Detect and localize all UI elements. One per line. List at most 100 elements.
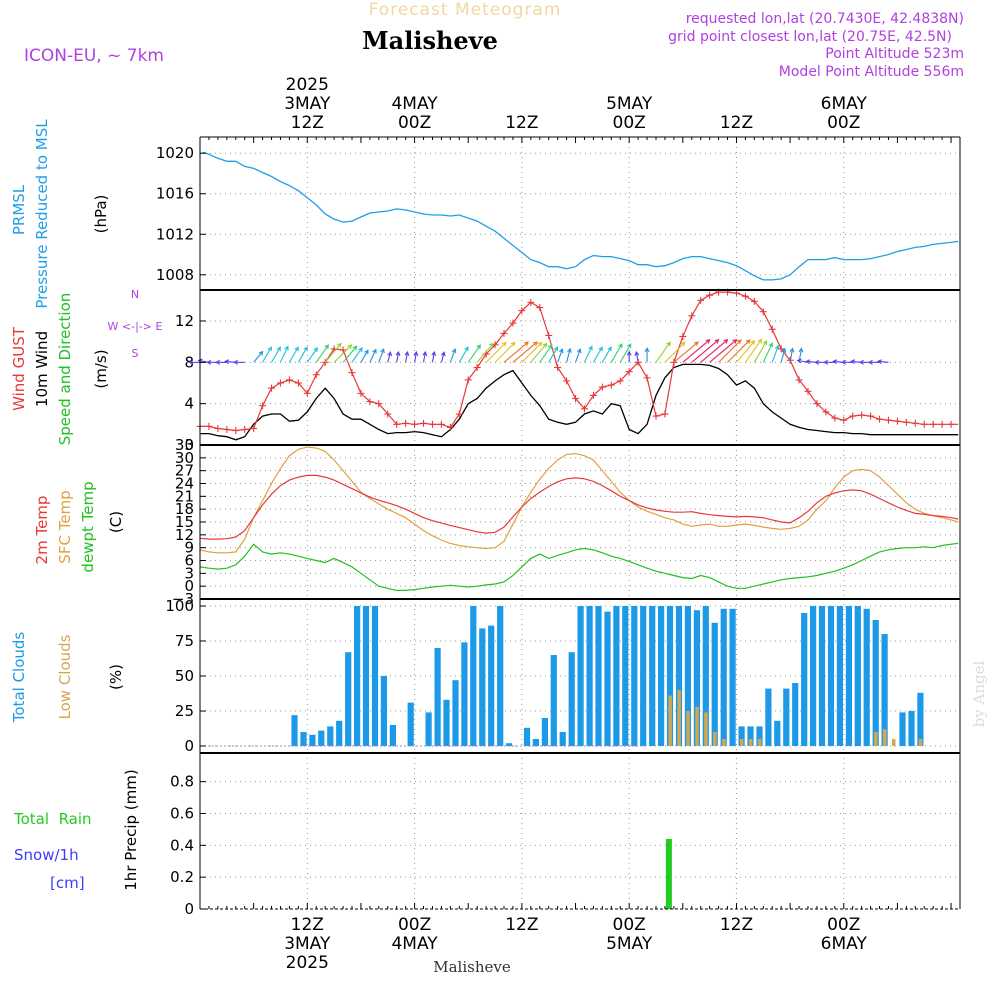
total-cloud-bar	[783, 688, 790, 746]
y-tick-label: 100	[165, 597, 194, 615]
wind-arrow	[494, 342, 516, 363]
model-label: ICON-EU, ~ 7km	[24, 46, 164, 66]
wind-arrow	[709, 339, 737, 363]
y-tick-label: 12	[175, 312, 194, 330]
y-tick-label: 33	[175, 436, 194, 454]
total-cloud-bar	[523, 727, 531, 746]
wind-arrow	[619, 343, 632, 363]
wind-arrow-head	[705, 339, 711, 344]
wind-arrow-head	[850, 359, 856, 365]
total-cloud-bar	[845, 606, 852, 746]
total-cloud-bar	[801, 613, 808, 746]
wind-arrow	[691, 339, 719, 363]
wind-arrow-head	[267, 346, 272, 352]
time-label: 00Z	[827, 915, 860, 935]
wind-arrow-head	[732, 339, 738, 344]
wind-arrow	[253, 351, 264, 363]
total-cloud-bar	[631, 606, 638, 746]
wind-arrow	[877, 360, 889, 363]
wind-arrow	[583, 346, 593, 363]
gridpoint-coords: grid point closest lon,lat (20.75E, 42.5…	[668, 29, 952, 45]
wind-arrow	[342, 345, 357, 363]
wind-arrow	[771, 345, 779, 363]
rain-bar	[665, 839, 672, 909]
total-cloud-bar	[917, 692, 924, 746]
total-cloud-bar	[532, 739, 539, 746]
wind-arrow	[566, 348, 571, 363]
wind-arrow-head	[867, 359, 873, 365]
wind-arrow	[548, 346, 558, 363]
y-tick-label: 0	[184, 436, 194, 454]
wind-arrow	[422, 351, 426, 363]
wind-arrow	[405, 351, 409, 363]
wind-arrow	[271, 346, 281, 363]
total-cloud-bar	[568, 652, 575, 746]
time-label: 5MAY	[606, 94, 653, 114]
time-label: 12Z	[505, 113, 538, 133]
low-cloud-bar	[883, 729, 887, 746]
wind-arrow	[762, 343, 773, 363]
wind-arrow-head	[337, 342, 342, 348]
time-label: 12Z	[291, 113, 324, 133]
wind-arrow-head	[553, 346, 559, 352]
total-cloud-bar	[658, 606, 665, 746]
total-cloud-bar	[756, 726, 763, 746]
wind-arrow-head	[352, 345, 358, 351]
wind-arrow-head	[404, 350, 410, 356]
wind-arrow-head	[774, 344, 780, 350]
wind-speed-dir-label: Speed and Direction	[56, 293, 74, 446]
wind-arrow-head	[666, 341, 671, 347]
wind-arrow-head	[224, 359, 230, 365]
wind-speed-line	[200, 363, 959, 441]
total-cloud-bar	[506, 743, 513, 746]
footer-location: Malisheve	[433, 958, 511, 976]
low-cloud-bar	[704, 712, 708, 746]
total-cloud-bar	[309, 734, 316, 746]
compass-south: S	[132, 347, 139, 360]
low-cloud-bar	[677, 690, 681, 746]
wind-arrow-head	[588, 345, 593, 351]
wind-arrow-head	[258, 350, 264, 356]
wind-arrow	[655, 341, 671, 363]
y-tick-label: 0.2	[170, 868, 194, 886]
wind-arrow	[306, 347, 318, 363]
wind-arrow	[458, 346, 469, 363]
wind-arrow-head	[841, 359, 846, 365]
wind-arrow-head	[501, 341, 507, 347]
y-tick-label: 27	[175, 462, 194, 480]
total-cloud-bar	[577, 606, 584, 746]
time-label: 3MAY	[284, 94, 331, 114]
low-cloud-bar	[740, 739, 744, 746]
wind-arrow	[279, 346, 289, 363]
wind-arrow	[557, 348, 563, 363]
time-label: 12Z	[505, 915, 538, 935]
wind-arrow-head	[627, 343, 632, 349]
wind-arrow	[449, 348, 456, 363]
y-tick-label: 18	[175, 500, 194, 518]
wind-arrow	[360, 349, 369, 363]
wind-arrow-head	[598, 346, 603, 352]
wind-arrow-head	[626, 350, 632, 356]
wind-arrow-head	[284, 345, 289, 351]
total-cloud-bar	[586, 606, 593, 746]
y-tick-label: 30	[175, 449, 194, 467]
y-tick-label: 50	[175, 667, 194, 685]
wind-arrow	[351, 347, 363, 363]
y-tick-label: 25	[175, 702, 194, 720]
total-cloud-bar	[649, 606, 656, 746]
time-label: 3MAY	[284, 934, 331, 954]
time-label: 12Z	[720, 915, 753, 935]
time-label: 6MAY	[821, 934, 868, 954]
total-cloud-bar	[604, 611, 611, 746]
y-tick-labels: 100810121016102004812−303691215182124273…	[156, 144, 194, 918]
total-cloud-bar	[684, 606, 691, 746]
wind-arrow	[539, 344, 553, 363]
wind-arrow	[592, 346, 603, 363]
time-label: 00Z	[613, 915, 646, 935]
pressure-line	[202, 151, 959, 281]
wind-arrow-head	[796, 358, 802, 364]
wind-arrow-head	[858, 359, 864, 365]
y-tick-label: 0	[184, 577, 194, 595]
y-tick-label: 12	[175, 526, 194, 544]
wind-arrow	[297, 346, 308, 363]
